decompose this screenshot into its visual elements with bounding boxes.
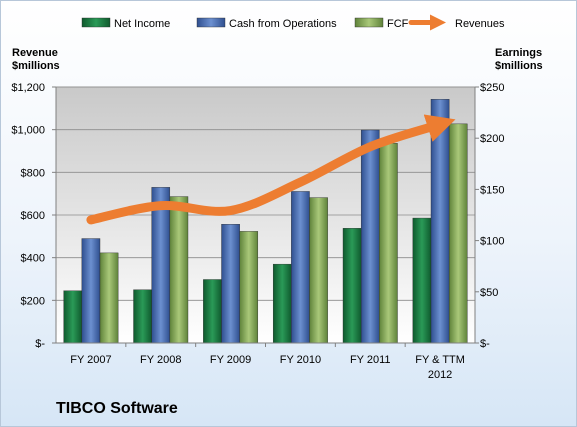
left-tick-label: $800 [21, 167, 45, 179]
axes: $- $200 $400 $600 $800 $1,000 $1,200 $- $50 $100 $… [11, 82, 504, 381]
cash-from-operations-bar [360, 129, 380, 344]
net-income-bar [133, 289, 152, 344]
fcf-bar [169, 196, 189, 344]
left-tick-label: $400 [21, 253, 45, 265]
left-tick-label: $- [35, 338, 45, 350]
legend-cash-from-operations: Cash from Operations [196, 17, 337, 30]
gridlines [56, 86, 475, 301]
bars [63, 99, 468, 344]
x-tick-label: FY 2008 [140, 354, 181, 366]
legend-label: Net Income [114, 18, 170, 30]
legend: Net Income Cash from Operations FCF Revenue… [81, 14, 505, 31]
legend-swatch [81, 17, 111, 28]
legend-label: FCF [387, 18, 409, 30]
right-tick-label: $100 [480, 236, 504, 248]
right-tick-label: $150 [480, 184, 504, 196]
revenue-line [86, 114, 456, 225]
net-income-bar [412, 217, 432, 344]
legend-fcf: FCF [354, 17, 409, 30]
right-tick-label: $- [480, 338, 490, 350]
x-tick-label: 2012 [428, 369, 452, 381]
legend-swatch [196, 17, 226, 28]
net-income-bar [272, 263, 292, 344]
cash-from-operations-bar [291, 191, 310, 344]
legend-revenues: Revenues [408, 14, 505, 31]
right-tick-label: $50 [480, 287, 498, 299]
revenue-line-layer [86, 114, 456, 225]
x-tick-label: FY 2011 [350, 354, 391, 366]
right-tick-label: $250 [480, 82, 504, 94]
legend-net-income: Net Income [81, 17, 170, 30]
x-tick-label: FY & TTM [415, 354, 465, 366]
left-axis-label-line2: $millions [12, 60, 60, 72]
x-tick-label: FY 2009 [210, 354, 251, 366]
x-tick-label: FY 2007 [70, 354, 111, 366]
right-axis-label-line2: $millions [495, 60, 543, 72]
left-tick-label: $1,000 [11, 125, 45, 137]
left-tick-label: $1,200 [11, 82, 45, 94]
chart-title: TIBCO Software [56, 400, 178, 417]
legend-label: Revenues [455, 18, 505, 30]
cash-from-operations-bar [221, 224, 240, 344]
left-axis-label-line1: Revenue [12, 47, 58, 59]
right-tick-label: $200 [480, 133, 504, 145]
net-income-bar [342, 228, 362, 344]
net-income-bar [63, 290, 83, 344]
fcf-bar [239, 231, 259, 344]
left-tick-label: $200 [21, 295, 45, 307]
cash-from-operations-bar [81, 238, 101, 344]
fcf-bar [448, 123, 468, 344]
left-tick-label: $600 [21, 210, 45, 222]
legend-swatch [354, 17, 384, 28]
legend-label: Cash from Operations [229, 18, 337, 30]
right-axis-label-line1: Earnings [495, 47, 542, 59]
fcf-bar [99, 252, 119, 344]
x-tick-label: FY 2010 [280, 354, 321, 366]
fcf-bar [379, 143, 398, 344]
net-income-bar [203, 279, 222, 344]
cash-from-operations-bar [430, 99, 450, 344]
fcf-bar [309, 197, 328, 344]
